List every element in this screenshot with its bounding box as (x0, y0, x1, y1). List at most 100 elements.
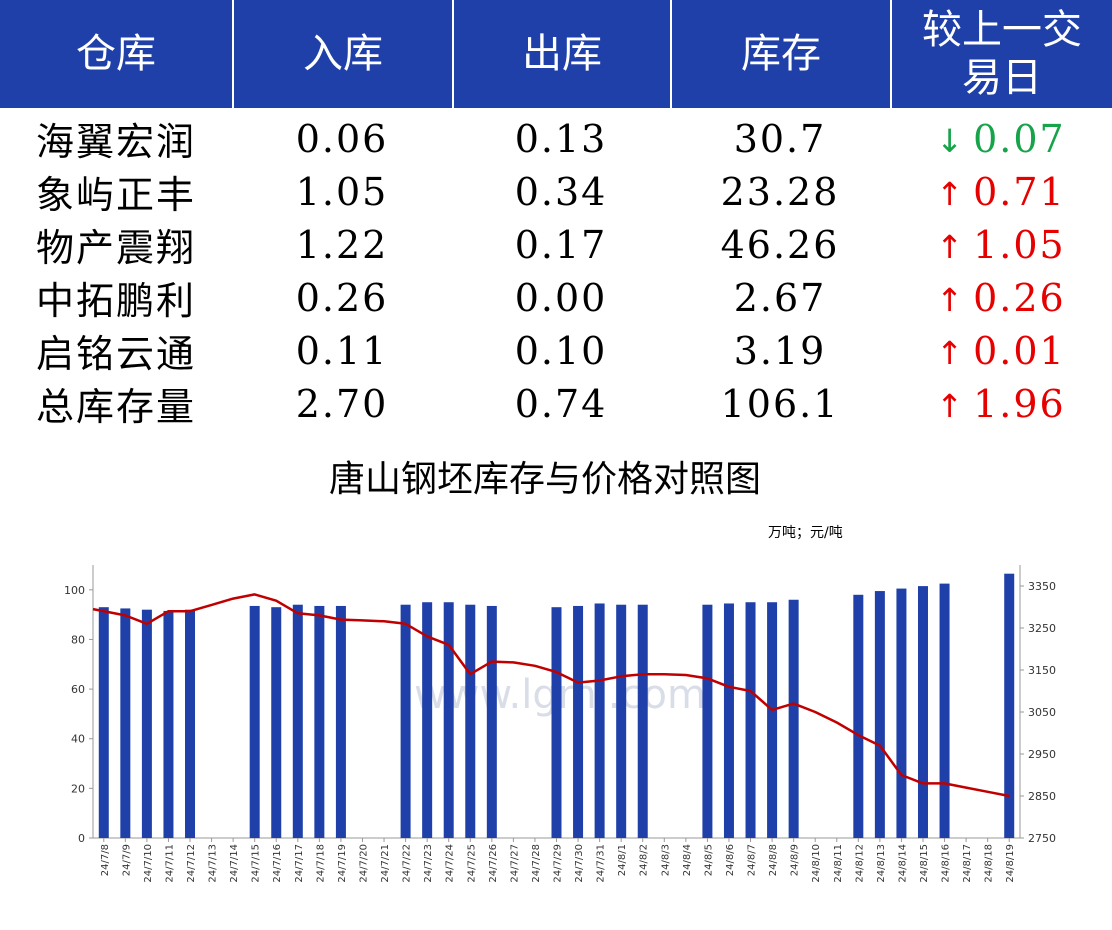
inventory-bar (874, 591, 885, 838)
inventory-bar (486, 605, 497, 838)
inventory-bar (163, 610, 174, 838)
change-value: ↑ 0.71 (936, 169, 1066, 214)
x-tick-label: 24/8/11 (833, 844, 844, 883)
inventory-bar (335, 605, 346, 838)
inventory-bar (723, 603, 734, 838)
inbound-value: 1.05 (295, 169, 389, 214)
x-tick-label: 24/8/1 (617, 844, 628, 876)
inventory-bar (185, 609, 196, 838)
x-tick-label: 24/7/22 (402, 844, 413, 883)
inbound-value: 2.70 (295, 381, 389, 426)
change-value: ↑ 1.96 (936, 381, 1066, 426)
unit-label: 万吨；元/吨 (768, 525, 843, 541)
inbound-value: 0.26 (295, 275, 389, 320)
inventory-bar (637, 604, 648, 838)
outbound-value: 0.17 (514, 222, 608, 267)
inventory-bar (249, 605, 260, 838)
right-tick-label: 3250 (1028, 622, 1056, 635)
watermark: www.lgmi.com (414, 672, 706, 718)
stock-value: 106.1 (720, 381, 840, 426)
x-tick-label: 24/7/21 (380, 844, 391, 883)
x-tick-label: 24/7/26 (488, 844, 499, 883)
right-tick-label: 3050 (1028, 706, 1056, 719)
x-tick-label: 24/8/12 (854, 844, 865, 883)
x-tick-label: 24/8/19 (1005, 844, 1016, 883)
x-tick-label: 24/7/13 (208, 844, 219, 883)
inventory-bar (98, 607, 109, 838)
header-outbound: 出库 (454, 0, 672, 108)
outbound-value: 0.34 (514, 169, 608, 214)
table-row: 启铭云通 0.11 0.10 3.19 ↑ 0.01 (0, 324, 1112, 377)
x-tick-label: 24/7/31 (596, 844, 607, 883)
arrow-up-icon: ↑ (936, 174, 966, 213)
table-row: 象屿正丰 1.05 0.34 23.28 ↑ 0.71 (0, 165, 1112, 218)
left-tick-label: 80 (71, 633, 85, 646)
right-tick-label: 3350 (1028, 580, 1056, 593)
inventory-bar (594, 603, 605, 838)
x-tick-label: 24/8/16 (941, 844, 952, 883)
table-row: 中拓鹏利 0.26 0.00 2.67 ↑ 0.26 (0, 271, 1112, 324)
right-tick-label: 3150 (1028, 664, 1056, 677)
stock-value: 3.19 (733, 328, 827, 373)
x-tick-label: 24/7/15 (251, 844, 262, 883)
x-tick-label: 24/8/18 (984, 844, 995, 883)
x-tick-label: 24/7/17 (294, 844, 305, 883)
left-tick-label: 60 (71, 683, 85, 696)
right-tick-label: 2850 (1028, 790, 1056, 803)
x-tick-label: 24/7/9 (121, 844, 132, 876)
x-tick-label: 24/8/9 (790, 844, 801, 876)
warehouse-name: 物产震翔 (36, 226, 197, 270)
inventory-bar (573, 605, 584, 838)
arrow-up-icon: ↑ (936, 386, 966, 425)
header-inbound: 入库 (234, 0, 454, 108)
x-tick-label: 24/7/11 (164, 844, 175, 883)
inventory-bar (788, 599, 799, 838)
x-tick-label: 24/7/24 (445, 844, 456, 883)
x-tick-label: 24/8/8 (768, 844, 779, 876)
inbound-value: 0.11 (295, 328, 389, 373)
x-tick-label: 24/7/10 (143, 844, 154, 883)
table-row: 物产震翔 1.22 0.17 46.26 ↑ 1.05 (0, 218, 1112, 271)
table-header: 仓库 入库 出库 库存 较上一交 易日 (0, 0, 1112, 108)
inventory-bar (702, 604, 713, 838)
outbound-value: 0.13 (514, 116, 608, 161)
right-tick-label: 2950 (1028, 748, 1056, 761)
x-tick-label: 24/7/18 (315, 844, 326, 883)
header-warehouse: 仓库 (0, 0, 234, 108)
x-tick-label: 24/7/27 (509, 844, 520, 883)
x-tick-label: 24/7/20 (358, 844, 369, 883)
table-row: 海翼宏润 0.06 0.13 30.7 ↓ 0.07 (0, 112, 1112, 165)
inventory-bar (443, 602, 454, 838)
outbound-value: 0.74 (514, 381, 608, 426)
inventory-bar (551, 607, 562, 838)
arrow-up-icon: ↑ (936, 227, 966, 266)
left-tick-label: 20 (71, 782, 85, 795)
inventory-bar (745, 602, 756, 838)
x-tick-label: 24/7/29 (553, 844, 564, 883)
x-tick-label: 24/8/7 (747, 844, 758, 876)
inventory-bar (292, 604, 303, 838)
inbound-value: 0.06 (295, 116, 389, 161)
header-change: 较上一交 易日 (922, 7, 1082, 101)
stock-value: 30.7 (733, 116, 827, 161)
x-tick-label: 24/7/14 (229, 844, 240, 883)
inventory-bar (422, 602, 433, 838)
change-value: ↑ 1.05 (936, 222, 1066, 267)
x-tick-label: 24/7/23 (423, 844, 434, 883)
arrow-up-icon: ↑ (936, 333, 966, 372)
outbound-value: 0.10 (514, 328, 608, 373)
x-tick-label: 24/8/10 (811, 844, 822, 883)
header-stock: 库存 (672, 0, 892, 108)
left-tick-label: 40 (71, 733, 85, 746)
x-tick-label: 24/8/2 (639, 844, 650, 876)
warehouse-name: 启铭云通 (36, 332, 197, 376)
price-line (92, 593, 1010, 798)
warehouse-name: 中拓鹏利 (36, 279, 197, 323)
right-tick-label: 2750 (1028, 832, 1056, 845)
x-tick-label: 24/7/12 (186, 844, 197, 883)
warehouse-name: 海翼宏润 (36, 120, 197, 164)
table-row: 总库存量 2.70 0.74 106.1 ↑ 1.96 (0, 377, 1112, 430)
x-tick-label: 24/7/16 (272, 844, 283, 883)
x-tick-label: 24/8/6 (725, 844, 736, 876)
stock-value: 2.67 (733, 275, 827, 320)
